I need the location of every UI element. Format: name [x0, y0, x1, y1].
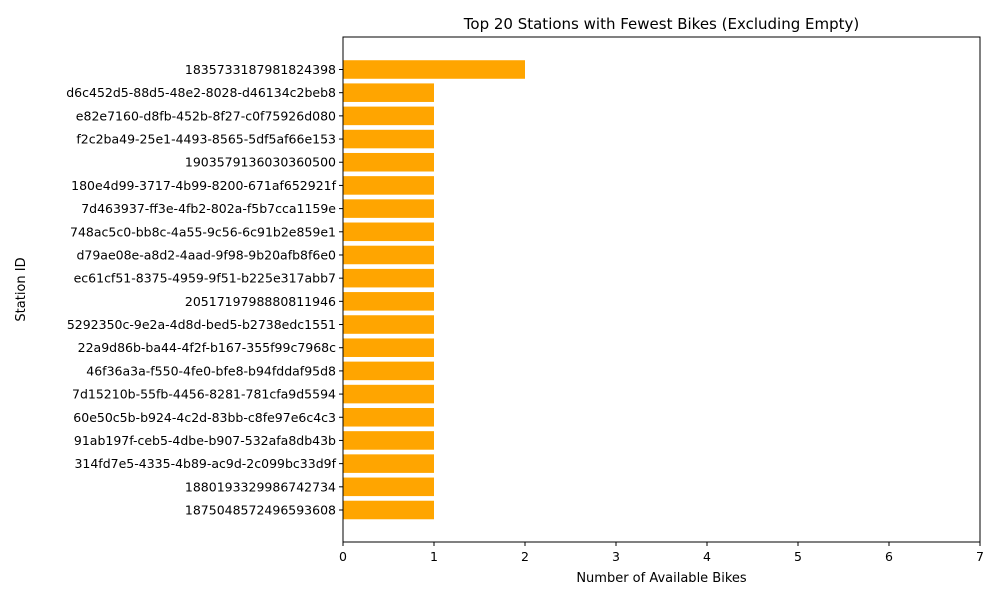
x-tick-label: 7: [976, 549, 984, 564]
x-tick-label: 3: [612, 549, 620, 564]
bar: [343, 176, 434, 195]
x-tick-label: 0: [339, 549, 347, 564]
bar: [343, 152, 434, 172]
y-tick-label: 1903579136030360500: [185, 155, 336, 170]
y-tick-label: 7d463937-ff3e-4fb2-802a-f5b7cca1159e: [81, 201, 336, 216]
bar: [343, 292, 434, 311]
bar: [343, 361, 434, 381]
y-tick-label: 46f36a3a-f550-4fe0-bfe8-b94fddaf95d8: [86, 363, 336, 378]
bar: [343, 129, 434, 149]
x-tick-label: 1: [430, 549, 438, 564]
chart-title: Top 20 Stations with Fewest Bikes (Exclu…: [463, 15, 859, 33]
bar: [343, 338, 434, 357]
y-tick-label: 748ac5c0-bb8c-4a55-9c56-6c91b2e859e1: [70, 224, 336, 239]
bar: [343, 222, 434, 242]
x-tick-label: 5: [794, 549, 802, 564]
y-tick-label: e82e7160-d8fb-452b-8f27-c0f75926d080: [76, 108, 336, 123]
plot-frame: [342, 36, 981, 543]
y-tick-label: 7d15210b-55fb-4456-8281-781cfa9d5594: [72, 387, 336, 402]
bar: [343, 268, 434, 288]
x-tick-label: 6: [885, 549, 893, 564]
y-tick-label: 1875048572496593608: [185, 503, 336, 518]
bar: [343, 477, 434, 497]
bar: [343, 106, 434, 126]
bar: [343, 245, 434, 265]
bar: [343, 83, 434, 102]
y-tick-label: 314fd7e5-4335-4b89-ac9d-2c099bc33d9f: [74, 456, 336, 471]
y-tick-label: 180e4d99-3717-4b99-8200-671af652921f: [71, 178, 336, 193]
y-tick-label: d6c452d5-88d5-48e2-8028-d46134c2beb8: [66, 85, 336, 100]
y-tick-label: 60e50c5b-b924-4c2d-83bb-c8fe97e6c4c3: [73, 410, 336, 425]
x-tick-label: 4: [703, 549, 711, 564]
y-tick-label: 5292350c-9e2a-4d8d-bed5-b2738edc1551: [67, 317, 336, 332]
y-tick-label: f2c2ba49-25e1-4493-8565-5df5af66e153: [76, 132, 336, 147]
bar: [343, 384, 434, 404]
bar: [343, 431, 434, 450]
y-tick-label: 91ab197f-ceb5-4dbe-b907-532afa8db43b: [74, 433, 336, 448]
x-axis-ticks: 0 1 2 3 4 5 6 7: [339, 542, 984, 564]
y-tick-label: 2051719798880811946: [185, 294, 336, 309]
bars-group: [343, 60, 525, 520]
y-tick-label: d79ae08e-a8d2-4aad-9f98-9b20afb8f6e0: [76, 247, 336, 262]
x-axis-label: Number of Available Bikes: [576, 571, 747, 586]
y-axis-ticks: 1835733187981824398 d6c452d5-88d5-48e2-80…: [66, 62, 343, 518]
y-tick-label: 1880193329986742734: [185, 479, 336, 494]
bar: [343, 407, 434, 427]
y-tick-label: 1835733187981824398: [185, 62, 336, 77]
bar: [343, 454, 434, 473]
bar: [343, 500, 434, 520]
bar: [343, 315, 434, 334]
y-tick-label: ec61cf51-8375-4959-9f51-b225e317abb7: [74, 271, 336, 286]
y-tick-label: 22a9d86b-ba44-4f2f-b167-355f99c7968c: [78, 340, 337, 355]
bar: [343, 60, 525, 79]
bar: [343, 199, 434, 218]
x-tick-label: 2: [521, 549, 529, 564]
y-axis-label: Station ID: [14, 257, 29, 321]
